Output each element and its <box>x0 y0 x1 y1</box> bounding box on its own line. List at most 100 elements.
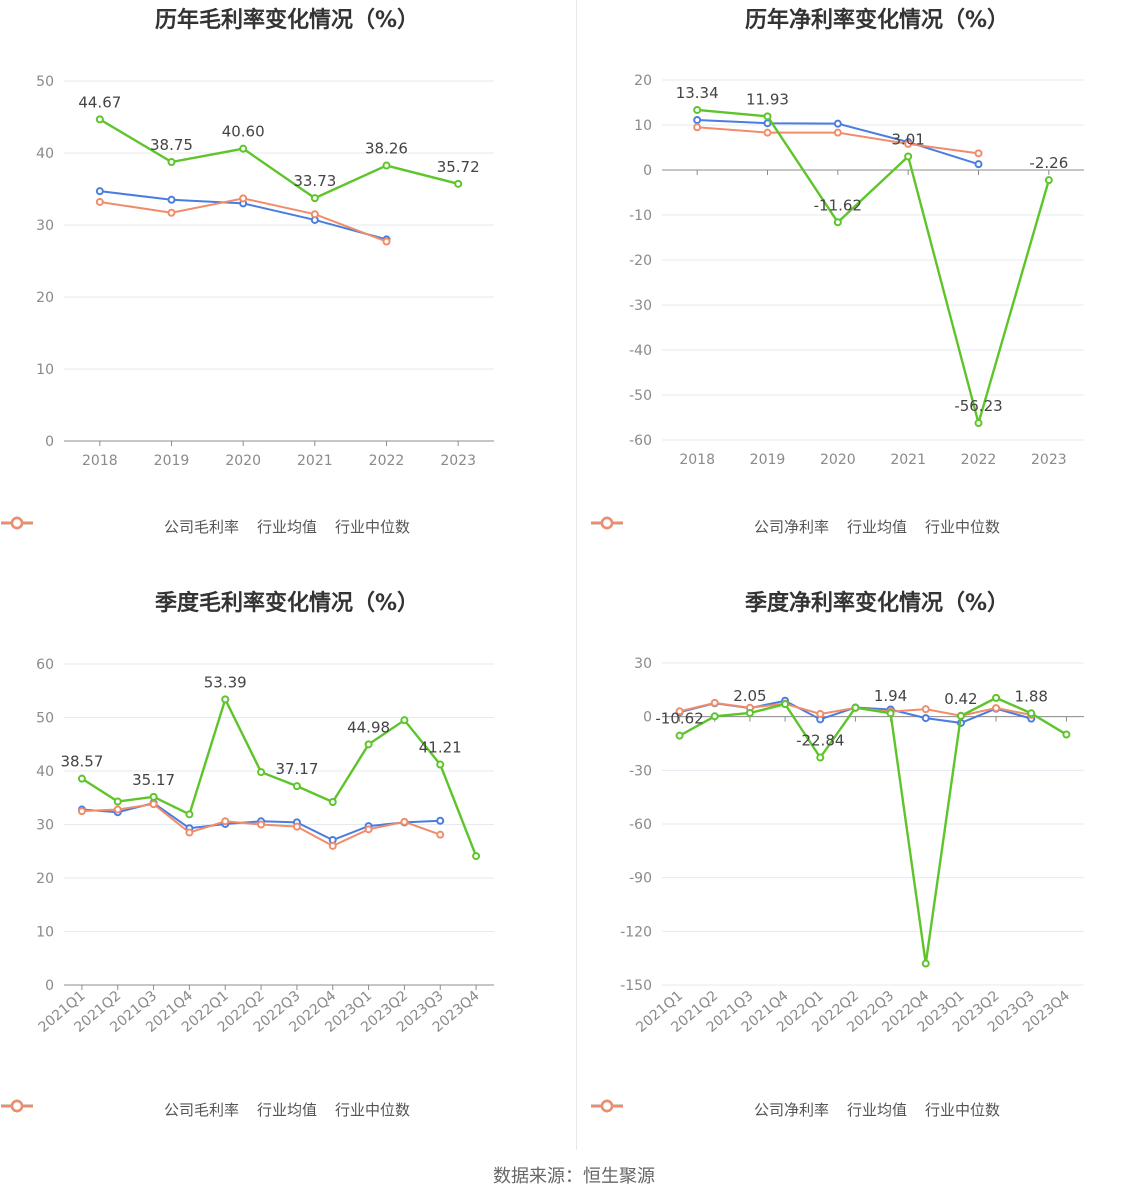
data-point <box>310 194 319 203</box>
chart-plot: 0 10 20 30 40 50 2018 2019 2020 2021 2022 2023 44.67… <box>36 74 494 469</box>
data-point <box>113 797 122 806</box>
data-point <box>113 805 122 814</box>
legend-item[interactable]: 公司毛利率 <box>1 1099 239 1120</box>
data-label: 38.26 <box>365 140 408 158</box>
y-tick-label: 40 <box>36 146 54 162</box>
data-point <box>833 119 842 128</box>
data-label: -22.84 <box>796 732 844 750</box>
y-tick-label: 40 <box>36 764 54 780</box>
y-tick-label: -90 <box>629 871 652 887</box>
data-point <box>364 825 373 834</box>
data-point <box>956 711 965 720</box>
x-tick-label: 2022 <box>369 453 405 469</box>
y-tick-label: 20 <box>634 73 652 89</box>
data-point <box>1044 176 1053 185</box>
y-tick-label: 30 <box>36 218 54 234</box>
series-line <box>697 108 1050 428</box>
legend-item[interactable]: 行业均值 <box>591 516 907 537</box>
chart-plot: 01020304050602021Q12021Q22021Q32021Q4202… <box>36 657 494 1036</box>
series-line <box>99 118 459 200</box>
chart-title: 历年净利率变化情况（%） <box>744 8 1010 33</box>
panel-divider <box>576 0 577 1150</box>
data-point <box>833 128 842 137</box>
legend-item[interactable]: 公司毛利率 <box>1 516 239 537</box>
data-point <box>904 139 913 148</box>
chart-legend: 公司净利率 行业均值 行业中位数 <box>590 516 1148 537</box>
chart-legend: 公司毛利率 行业均值 行业中位数 <box>0 516 574 537</box>
legend-item[interactable]: 行业均值 <box>1 516 317 537</box>
y-tick-label: -120 <box>620 924 652 940</box>
y-tick-label: 0 <box>643 163 652 179</box>
legend-item[interactable]: 行业均值 <box>591 1099 907 1120</box>
legend-marker <box>10 516 24 530</box>
data-label: 2.05 <box>733 687 766 705</box>
data-point <box>149 800 158 809</box>
data-point <box>436 760 445 769</box>
chart-legend: 公司净利率 行业均值 行业中位数 <box>590 1099 1148 1120</box>
legend-item[interactable]: 行业中位数 <box>591 1099 1000 1120</box>
data-point <box>472 852 481 861</box>
data-point <box>292 822 301 831</box>
data-point <box>400 817 409 826</box>
data-point <box>167 158 176 166</box>
data-point <box>745 708 754 717</box>
data-point <box>710 712 719 721</box>
data-label: -2.26 <box>1029 154 1068 172</box>
legend-label: 公司毛利率 <box>163 1101 239 1119</box>
data-point <box>921 705 930 714</box>
legend-item[interactable]: 公司净利率 <box>591 1099 829 1120</box>
y-tick-label: 10 <box>36 362 54 378</box>
legend-label: 公司毛利率 <box>163 518 239 536</box>
y-tick-label: 50 <box>36 711 54 727</box>
legend-item[interactable]: 行业中位数 <box>1 1099 410 1120</box>
data-point <box>781 700 790 709</box>
data-point <box>95 187 104 196</box>
y-tick-label: -40 <box>629 343 652 359</box>
data-label: 35.72 <box>437 158 480 176</box>
data-label: 13.34 <box>676 84 719 102</box>
data-point <box>992 704 1001 713</box>
legend-label: 行业均值 <box>256 518 317 536</box>
data-point <box>328 798 337 807</box>
data-point <box>974 160 983 169</box>
legend-item[interactable]: 行业中位数 <box>591 516 1000 537</box>
y-tick-label: 60 <box>36 657 54 673</box>
annual-gross-margin-panel: 历年毛利率变化情况（%） 0 10 20 30 40 50 2018 2019 2020 2021… <box>0 0 574 580</box>
legend-item[interactable]: 行业均值 <box>1 1099 317 1120</box>
chart-title: 季度净利率变化情况（%） <box>744 591 1010 616</box>
legend-label: 公司净利率 <box>753 1101 829 1119</box>
y-tick-label: 10 <box>634 118 652 134</box>
quarterly-net-margin-panel: 季度净利率变化情况（%） -150 -120 -90 -60 -30 0 30 2021Q1 2… <box>590 583 1148 1163</box>
data-point <box>992 693 1001 702</box>
y-tick-label: -30 <box>629 298 652 314</box>
data-point <box>382 237 391 246</box>
x-tick-label: 2020 <box>820 452 856 468</box>
data-label: -11.62 <box>814 196 862 214</box>
y-tick-label: 50 <box>36 74 54 90</box>
data-point <box>851 703 860 712</box>
series-line <box>679 696 1068 964</box>
data-point <box>95 197 104 206</box>
y-tick-label: -20 <box>629 253 652 269</box>
x-tick-label: 2019 <box>750 452 786 468</box>
data-point <box>1027 709 1036 718</box>
data-point <box>167 208 176 217</box>
data-point <box>149 792 158 801</box>
data-point <box>693 105 702 114</box>
y-tick-label: 10 <box>36 925 54 941</box>
data-point <box>382 161 391 170</box>
legend-item[interactable]: 行业中位数 <box>1 516 410 537</box>
data-label: 33.73 <box>293 172 336 190</box>
y-tick-label: -50 <box>629 388 652 404</box>
data-label: -56.23 <box>954 397 1002 415</box>
data-point <box>693 123 702 132</box>
data-point <box>257 768 266 777</box>
data-point <box>921 959 930 968</box>
data-point <box>816 753 825 762</box>
y-tick-label: 0 <box>45 434 54 450</box>
legend-item[interactable]: 公司净利率 <box>591 516 829 537</box>
data-point <box>239 194 248 203</box>
data-point <box>400 716 409 725</box>
x-tick-label: 2018 <box>679 452 715 468</box>
data-label: 41.21 <box>419 739 462 757</box>
